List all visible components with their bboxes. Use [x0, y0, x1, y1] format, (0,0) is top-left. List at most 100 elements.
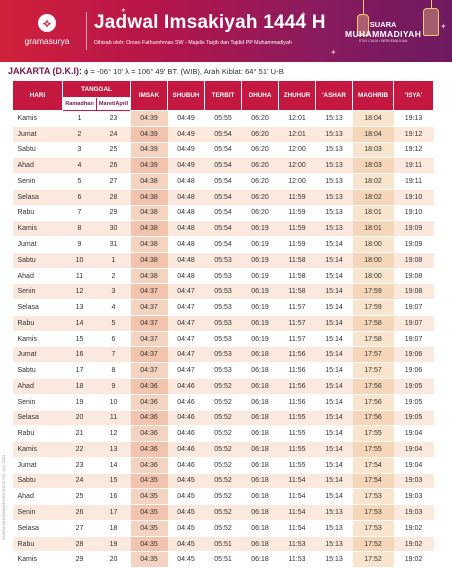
dhuha-time-cell: 06:18	[241, 394, 279, 411]
table-row: Kamis 29 20 04:35 04:45 05:51 06:18 11:53 15:13 1…	[12, 551, 434, 568]
day-cell: Jumat	[12, 126, 63, 143]
maghrib-time-cell: 17:55	[352, 441, 394, 458]
col-maghrib: MAGHRIB	[352, 80, 395, 111]
masehi-date-cell: 17	[96, 504, 131, 521]
dhuha-time-cell: 06:19	[241, 299, 279, 316]
location-details: ϕ = -06° 10' λ = 106° 49' BT. (WIB), Ara…	[84, 67, 284, 76]
day-cell: Senin	[12, 394, 63, 411]
shubuh-time-cell: 04:47	[167, 283, 205, 301]
terbit-time-cell: 05:52	[204, 520, 242, 537]
lantern-icon	[423, 0, 439, 42]
day-cell: Rabu	[12, 205, 63, 222]
masehi-date-cell: 14	[96, 457, 131, 474]
isya-time-cell: 19:06	[393, 362, 434, 380]
zhuhur-time-cell: 11:55	[278, 457, 316, 474]
day-cell: Ahad	[12, 268, 63, 285]
table-row: Ahad 18 9 04:36 04:46 05:52 06:18 11:56 15:14 17:…	[12, 378, 434, 395]
terbit-time-cell: 05:54	[204, 236, 242, 253]
ashar-time-cell: 15:13	[315, 536, 353, 553]
shubuh-time-cell: 04:49	[167, 157, 205, 175]
zhuhur-time-cell: 11:58	[278, 283, 316, 301]
dhuha-time-cell: 06:19	[241, 236, 279, 253]
zhuhur-time-cell: 11:57	[278, 331, 316, 348]
shubuh-time-cell: 04:45	[167, 536, 205, 553]
day-cell: Kamis	[12, 220, 63, 238]
masehi-date-cell: 16	[96, 488, 131, 506]
imsak-time-cell: 04:38	[130, 236, 168, 253]
isya-time-cell: 19:13	[393, 110, 434, 127]
imsak-time-cell: 04:38	[130, 252, 168, 269]
table-row: Selasa 27 18 04:35 04:45 05:52 06:18 11:54 15:13…	[12, 520, 434, 537]
shubuh-time-cell: 04:45	[167, 488, 205, 506]
ramadhan-date-cell: 13	[62, 299, 97, 316]
isya-time-cell: 19:05	[393, 394, 434, 411]
ashar-time-cell: 15:14	[315, 441, 353, 458]
terbit-time-cell: 05:52	[204, 457, 242, 474]
ramadhan-date-cell: 1	[62, 110, 97, 127]
maghrib-time-cell: 18:00	[352, 268, 394, 285]
shubuh-time-cell: 04:48	[167, 236, 205, 253]
shubuh-time-cell: 04:47	[167, 315, 205, 332]
table-row: Sabtu 17 8 04:37 04:47 05:53 06:18 11:56 15:14 17…	[12, 362, 434, 380]
masehi-date-cell: 23	[96, 110, 131, 127]
dhuha-time-cell: 06:18	[241, 551, 279, 568]
zhuhur-time-cell: 11:57	[278, 315, 316, 332]
terbit-time-cell: 05:52	[204, 473, 242, 490]
zhuhur-time-cell: 11:55	[278, 410, 316, 427]
dhuha-time-cell: 06:19	[241, 220, 279, 238]
table-row: Selasa 13 4 04:37 04:47 05:53 06:19 11:57 15:14 1…	[12, 299, 434, 316]
dhuha-time-cell: 06:20	[241, 110, 279, 127]
day-cell: Jumat	[12, 236, 63, 253]
shubuh-time-cell: 04:47	[167, 362, 205, 380]
zhuhur-time-cell: 11:54	[278, 504, 316, 521]
dhuha-time-cell: 06:19	[241, 268, 279, 285]
table-row: Kamis 1 23 04:39 04:49 05:55 06:20 12:01 15:13 18…	[12, 110, 434, 127]
maghrib-time-cell: 17:57	[352, 362, 394, 380]
maghrib-time-cell: 17:54	[352, 473, 394, 490]
shubuh-time-cell: 04:46	[167, 425, 205, 443]
dhuha-time-cell: 06:18	[241, 536, 279, 553]
isya-time-cell: 19:04	[393, 441, 434, 458]
masehi-date-cell: 25	[96, 142, 131, 159]
masehi-date-cell: 1	[96, 252, 131, 269]
terbit-time-cell: 05:54	[204, 157, 242, 175]
shubuh-time-cell: 04:48	[167, 220, 205, 238]
ramadhan-date-cell: 20	[62, 410, 97, 427]
ashar-time-cell: 15:13	[315, 142, 353, 159]
ramadhan-date-cell: 8	[62, 220, 97, 238]
shubuh-time-cell: 04:47	[167, 299, 205, 316]
ramadhan-date-cell: 17	[62, 362, 97, 380]
shubuh-time-cell: 04:46	[167, 457, 205, 474]
masehi-date-cell: 7	[96, 346, 131, 364]
ashar-time-cell: 15:14	[315, 315, 353, 332]
isya-time-cell: 19:09	[393, 236, 434, 253]
imsak-time-cell: 04:38	[130, 220, 168, 238]
masehi-date-cell: 6	[96, 331, 131, 348]
table-row: Selasa 6 28 04:38 04:48 05:54 06:20 11:59 15:13 1…	[12, 189, 434, 206]
zhuhur-time-cell: 12:00	[278, 173, 316, 190]
table-row: Ahad 4 26 04:39 04:49 05:54 06:20 12:00 15:13 18:…	[12, 157, 434, 175]
gramasurya-logo: ⟡ gramasurya	[14, 14, 80, 46]
masehi-date-cell: 8	[96, 362, 131, 380]
terbit-time-cell: 05:51	[204, 551, 242, 568]
ramadhan-date-cell: 5	[62, 173, 97, 190]
shubuh-time-cell: 04:48	[167, 189, 205, 206]
table-row: Sabtu 10 1 04:38 04:48 05:53 06:19 11:58 15:14 18…	[12, 252, 434, 269]
table-row: Sabtu 24 15 04:35 04:45 05:52 06:18 11:54 15:14 1…	[12, 473, 434, 490]
table-row: Rabu 14 5 04:37 04:47 05:53 06:19 11:57 15:14 17:…	[12, 315, 434, 332]
zhuhur-time-cell: 11:57	[278, 299, 316, 316]
imsak-time-cell: 04:36	[130, 394, 168, 411]
ashar-time-cell: 15:14	[315, 410, 353, 427]
table-row: Kamis 22 13 04:36 04:46 05:52 06:18 11:55 15:14 1…	[12, 441, 434, 458]
terbit-time-cell: 05:53	[204, 252, 242, 269]
ashar-time-cell: 15:14	[315, 283, 353, 301]
shubuh-time-cell: 04:48	[167, 173, 205, 190]
masehi-date-cell: 20	[96, 551, 131, 568]
zhuhur-time-cell: 11:54	[278, 488, 316, 506]
day-cell: Selasa	[12, 299, 63, 316]
dhuha-time-cell: 06:19	[241, 315, 279, 332]
day-cell: Selasa	[12, 189, 63, 206]
header-banner: ✦ ✦ ✦ ✦ ⟡ gramasurya Jadwal Imsakiyah 14…	[0, 0, 452, 62]
terbit-time-cell: 05:53	[204, 315, 242, 332]
imsak-time-cell: 04:37	[130, 346, 168, 364]
